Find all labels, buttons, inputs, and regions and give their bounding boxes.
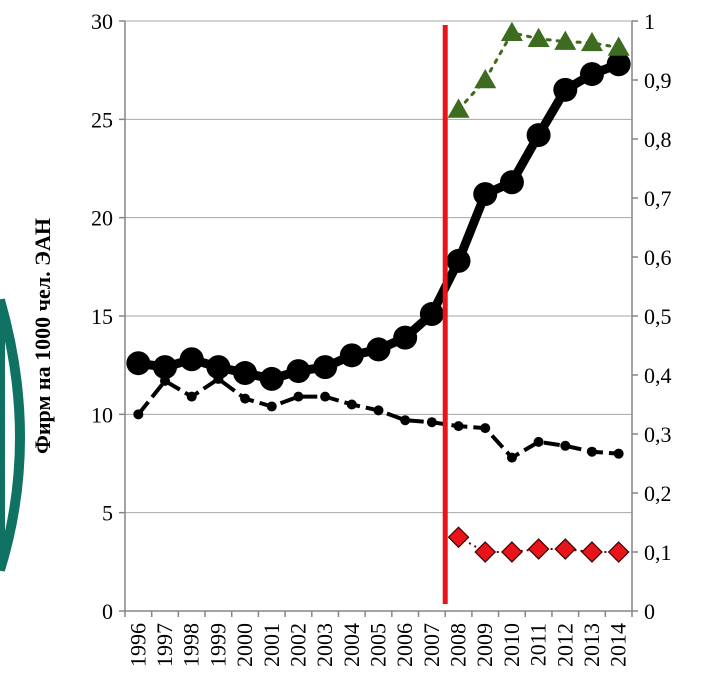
x-tick-label: 2011 xyxy=(526,623,551,666)
series-triangle-point xyxy=(474,69,497,89)
x-tick-label: 1999 xyxy=(205,623,230,667)
left-tick-label: 0 xyxy=(102,599,113,624)
series-dashed-point xyxy=(453,421,464,432)
left-tick-label: 15 xyxy=(91,304,113,329)
left-tick-label: 5 xyxy=(102,501,113,526)
right-tick-label: 0,3 xyxy=(644,422,672,447)
series-thick-point xyxy=(153,355,178,380)
series-thick-point xyxy=(579,62,604,87)
series-thick-point xyxy=(606,52,631,77)
series-triangle-point xyxy=(554,30,577,50)
series-dashed-point xyxy=(586,446,597,457)
series-diamond-point xyxy=(527,538,550,560)
x-axis-ticks: 1996 1997 1998 1999 2000 2001 2002 2003 2004 2005… xyxy=(124,611,633,667)
series-thick-point xyxy=(286,359,311,384)
right-tick-label: 0,2 xyxy=(644,481,672,506)
x-tick-label: 1996 xyxy=(125,623,150,667)
series-dashed-point xyxy=(613,448,624,459)
left-tick-label: 20 xyxy=(91,206,113,231)
x-tick-label: 2012 xyxy=(552,623,577,667)
right-tick-label: 0,8 xyxy=(644,127,672,152)
right-tick-label: 0,5 xyxy=(644,304,672,329)
x-tick-label: 2013 xyxy=(579,623,604,667)
left-tick-label: 30 xyxy=(91,9,113,34)
series-thick-point xyxy=(553,77,578,102)
right-axis-ticks: 0 0,1 0,2 0,3 0,4 0,5 0,6 0,7 0,8 0,9 1 xyxy=(632,9,672,624)
series-dashed-point xyxy=(506,452,517,463)
right-tick-label: 0,9 xyxy=(644,68,672,93)
series-thick-point xyxy=(206,355,231,380)
series-triangle-point xyxy=(500,21,523,42)
x-tick-label: 2007 xyxy=(419,623,444,667)
series-thick-line xyxy=(137,60,621,384)
series-thick-point xyxy=(366,337,391,362)
x-tick-label: 1997 xyxy=(152,623,177,667)
series-thick-point xyxy=(446,248,471,273)
series-thick-point xyxy=(473,182,498,207)
y-axis-title: Фирм на 1000 чел. ЭАН xyxy=(30,218,55,454)
series-thick-point xyxy=(179,347,204,372)
series-dashed-point xyxy=(293,391,304,402)
x-tick-label: 2004 xyxy=(339,623,364,667)
series-dashed-line xyxy=(136,376,619,460)
series-diamond-point xyxy=(474,541,497,563)
series-thick-point xyxy=(499,170,524,195)
series-dashed-point xyxy=(426,417,437,428)
left-edge-decoration xyxy=(0,298,25,572)
x-tick-label: 2008 xyxy=(446,623,471,667)
series-dashed-point xyxy=(560,440,571,451)
x-tick-label: 2010 xyxy=(499,623,524,667)
series-triangle-point xyxy=(527,27,550,47)
series-dashed-point xyxy=(266,401,277,412)
right-tick-label: 0 xyxy=(644,599,655,624)
x-tick-label: 2014 xyxy=(606,623,631,667)
series-layer xyxy=(126,21,631,563)
right-tick-label: 0,4 xyxy=(644,363,672,388)
series-dashed-point xyxy=(133,409,144,420)
series-dashed-point xyxy=(320,391,331,402)
series-triangle-point xyxy=(580,31,603,52)
series-dashed-point xyxy=(346,399,357,410)
series-thick-point xyxy=(259,366,284,391)
x-tick-label: 2009 xyxy=(472,623,497,667)
series-dashed-point xyxy=(240,393,251,404)
right-tick-label: 0,1 xyxy=(644,540,672,565)
series-thick-point xyxy=(126,351,151,376)
series-dashed-point xyxy=(186,391,197,402)
x-tick-label: 2002 xyxy=(285,623,310,667)
series-dashed-point xyxy=(480,423,491,434)
series-thick-point xyxy=(526,123,551,148)
series-diamond-point xyxy=(501,541,523,563)
left-tick-label: 25 xyxy=(91,107,113,132)
series-thick-point xyxy=(313,355,338,380)
series-thick-point xyxy=(393,325,418,350)
right-tick-label: 0,6 xyxy=(644,245,672,270)
x-tick-label: 2003 xyxy=(312,623,337,667)
series-triangle-point xyxy=(607,36,630,56)
series-diamond-point xyxy=(447,526,470,549)
series-triangle-point xyxy=(447,98,470,118)
series-diamond-point xyxy=(581,541,603,563)
x-tick-label: 2006 xyxy=(392,623,417,667)
x-tick-label: 1998 xyxy=(179,623,204,667)
x-tick-label: 2001 xyxy=(259,623,284,667)
x-tick-label: 2005 xyxy=(366,623,391,667)
right-tick-label: 1 xyxy=(644,9,655,34)
series-thick-point xyxy=(233,361,258,386)
series-diamond-point xyxy=(607,541,630,563)
series-diamond-point xyxy=(554,538,577,560)
left-axis-ticks: 0 5 10 15 20 25 30 xyxy=(91,9,125,624)
series-thick-point xyxy=(339,343,364,368)
series-thick-point xyxy=(419,302,444,327)
right-tick-label: 0,7 xyxy=(644,186,672,211)
series-dashed-point xyxy=(400,415,411,426)
x-tick-label: 2000 xyxy=(232,623,257,667)
left-tick-label: 10 xyxy=(91,402,113,427)
series-dashed-point xyxy=(533,436,544,447)
series-dashed-point xyxy=(373,405,384,416)
